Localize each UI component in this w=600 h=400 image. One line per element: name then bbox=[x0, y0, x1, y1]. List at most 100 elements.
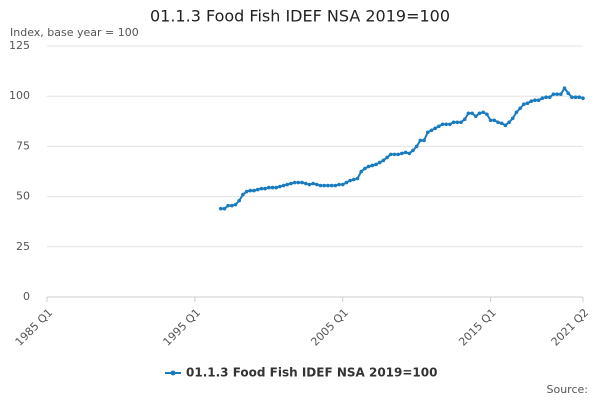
point bbox=[448, 122, 452, 127]
point bbox=[263, 186, 267, 191]
point bbox=[581, 96, 585, 101]
point bbox=[381, 158, 386, 163]
point bbox=[507, 120, 511, 125]
legend-label: 01.1.3 Food Fish IDEF NSA 2019=100 bbox=[186, 366, 437, 380]
point bbox=[533, 98, 537, 103]
point bbox=[344, 180, 349, 185]
point bbox=[522, 102, 526, 107]
point bbox=[551, 92, 556, 96]
point bbox=[411, 148, 415, 153]
point bbox=[559, 92, 563, 96]
point bbox=[278, 184, 282, 189]
y-tick-label: 75 bbox=[16, 139, 30, 152]
point bbox=[388, 152, 393, 157]
point bbox=[547, 95, 552, 100]
point bbox=[322, 183, 327, 188]
point bbox=[459, 120, 463, 125]
x-tick-label: 2021 Q2 bbox=[549, 306, 592, 349]
point bbox=[444, 122, 449, 127]
point bbox=[333, 183, 338, 188]
point bbox=[337, 182, 341, 187]
point bbox=[352, 177, 356, 182]
point bbox=[292, 180, 297, 185]
point bbox=[455, 120, 460, 125]
point bbox=[422, 138, 426, 143]
point bbox=[474, 114, 478, 119]
y-tick-label: 0 bbox=[23, 290, 30, 303]
point bbox=[451, 120, 456, 125]
point bbox=[492, 118, 497, 123]
y-tick-label: 125 bbox=[9, 39, 30, 52]
point bbox=[296, 180, 301, 185]
point bbox=[318, 183, 323, 188]
point bbox=[518, 106, 522, 111]
point bbox=[252, 188, 256, 193]
point bbox=[285, 182, 290, 187]
point bbox=[274, 185, 278, 190]
series-line bbox=[220, 86, 584, 210]
point bbox=[418, 138, 423, 143]
point bbox=[326, 183, 330, 188]
point bbox=[374, 162, 378, 167]
legend-marker bbox=[170, 370, 176, 376]
point bbox=[536, 98, 541, 103]
point bbox=[573, 95, 578, 100]
point bbox=[525, 101, 530, 106]
point bbox=[407, 151, 412, 156]
point bbox=[303, 181, 308, 186]
point bbox=[281, 183, 286, 188]
point bbox=[355, 176, 360, 181]
point bbox=[414, 144, 419, 149]
point bbox=[400, 151, 404, 156]
chart-title: 01.1.3 Food Fish IDEF NSA 2019=100 bbox=[150, 7, 450, 26]
point bbox=[226, 203, 230, 208]
point bbox=[425, 130, 430, 135]
point bbox=[529, 99, 534, 104]
point bbox=[270, 185, 275, 190]
point bbox=[363, 166, 367, 171]
point bbox=[577, 95, 582, 100]
point bbox=[241, 192, 245, 197]
point bbox=[237, 198, 242, 203]
point bbox=[470, 111, 474, 116]
point bbox=[266, 185, 271, 190]
point bbox=[503, 123, 508, 128]
point bbox=[307, 182, 312, 187]
point bbox=[540, 96, 545, 101]
point bbox=[259, 186, 264, 191]
point bbox=[555, 92, 559, 96]
point bbox=[370, 163, 375, 168]
point bbox=[462, 117, 467, 122]
x-tick-label: 1995 Q1 bbox=[161, 306, 204, 349]
y-tick-label: 25 bbox=[16, 240, 30, 253]
point bbox=[248, 188, 253, 193]
point bbox=[433, 126, 437, 131]
point bbox=[481, 110, 485, 115]
point bbox=[437, 124, 441, 129]
point bbox=[496, 120, 500, 125]
point bbox=[377, 160, 382, 165]
point bbox=[499, 121, 504, 126]
x-tick-label: 2015 Q1 bbox=[456, 306, 499, 349]
point bbox=[488, 118, 493, 123]
point bbox=[466, 111, 471, 116]
point bbox=[396, 152, 400, 157]
point bbox=[392, 152, 397, 157]
y-axis-label: Index, base year = 100 bbox=[10, 26, 139, 39]
point bbox=[570, 95, 574, 100]
x-tick-label: 2005 Q1 bbox=[308, 306, 351, 349]
point bbox=[429, 128, 434, 133]
point bbox=[385, 155, 389, 160]
point bbox=[300, 180, 304, 185]
point bbox=[244, 189, 249, 194]
point bbox=[233, 202, 238, 207]
point bbox=[222, 206, 227, 211]
point bbox=[255, 187, 260, 192]
y-tick-label: 100 bbox=[9, 89, 30, 102]
point bbox=[510, 116, 515, 121]
y-tick-label: 50 bbox=[16, 190, 30, 203]
point bbox=[477, 111, 482, 116]
point bbox=[348, 178, 352, 183]
point bbox=[403, 150, 408, 155]
